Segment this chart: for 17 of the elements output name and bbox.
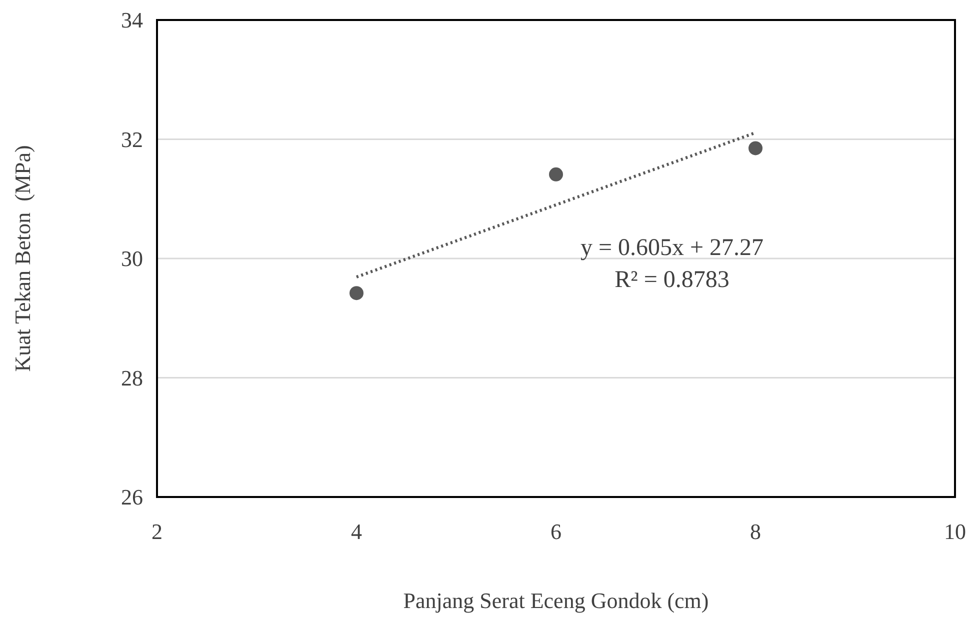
y-tick-label: 30 [121,246,143,272]
x-tick-label: 2 [152,519,162,544]
y-tick-label: 26 [121,484,143,510]
x-tick-label: 10 [944,519,966,544]
y-tick-label: 32 [121,126,143,152]
annotation: R² = 0.8783 [614,267,730,293]
x-tick-label: 8 [750,519,761,544]
point [748,141,762,156]
point [350,286,364,300]
y-axis-title: Kuat Tekan Beton (MPa) [10,145,35,372]
annotation: y = 0.605x + 27.27 [580,235,764,261]
point [549,167,563,182]
y-tick-label: 34 [121,8,143,33]
x-tick-label: 6 [550,519,562,544]
x-axis-title: Panjang Serat Eceng Gondok (cm) [403,588,709,613]
y-tick-label: 28 [121,365,143,390]
x-tick-label: 4 [351,519,362,544]
